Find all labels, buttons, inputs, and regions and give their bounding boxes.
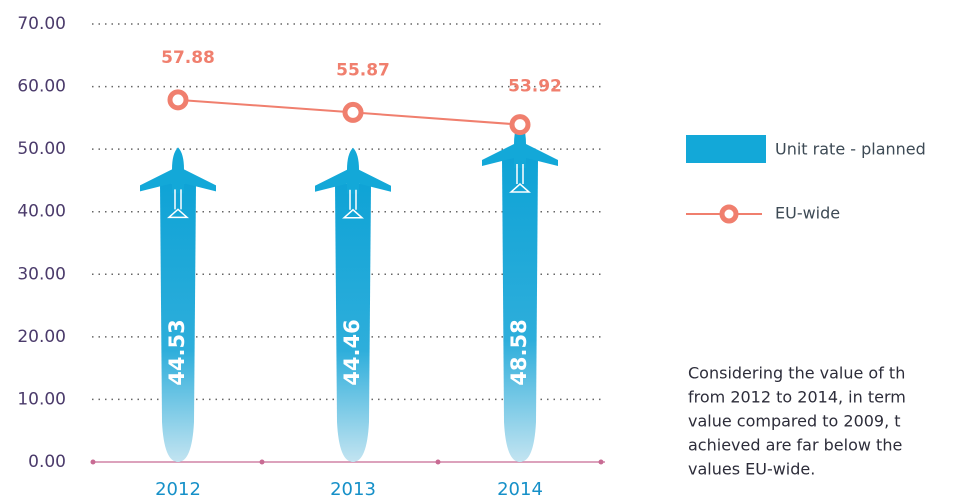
bar: [335, 183, 371, 462]
bar: [502, 158, 538, 462]
data-label: 44.53: [165, 319, 189, 385]
y-tick-label: 20.00: [17, 327, 66, 347]
x-tick-label: 2012: [155, 479, 201, 499]
legend-label: Unit rate - planned: [775, 140, 926, 159]
note-text: from 2012 to 2014, in term: [688, 388, 906, 407]
note-text: value compared to 2009, t: [688, 412, 901, 431]
data-label: 53.92: [508, 77, 562, 97]
data-label: 57.88: [161, 48, 215, 68]
data-label: 55.87: [336, 60, 390, 80]
axis-dot: [90, 459, 96, 465]
plane-icon: [482, 122, 558, 169]
plane-tail: [509, 164, 531, 193]
point: [342, 101, 364, 123]
note-text: values EU-wide.: [688, 460, 815, 479]
axis-dot: [259, 459, 265, 465]
plane-icon: [315, 147, 391, 194]
legend-label: EU-wide: [775, 204, 840, 223]
bar: [160, 183, 196, 462]
y-tick-label: 0.00: [28, 452, 66, 472]
y-tick-label: 40.00: [17, 202, 66, 222]
y-tick-label: 70.00: [17, 14, 66, 34]
legend-swatch: [719, 204, 739, 224]
x-tick-label: 2014: [497, 479, 543, 499]
y-tick-label: 30.00: [17, 264, 66, 284]
legend-swatch: [686, 135, 766, 163]
y-tick-label: 10.00: [17, 389, 66, 409]
y-tick-label: 60.00: [17, 77, 66, 97]
note-text: Considering the value of th: [688, 364, 905, 383]
axis-dot: [598, 459, 604, 465]
plane-tail: [167, 189, 189, 219]
plane-icon: [140, 147, 216, 194]
x-tick-label: 2013: [330, 479, 376, 499]
axis-dot: [435, 459, 441, 465]
data-label: 48.58: [507, 319, 531, 385]
data-label: 44.46: [340, 319, 364, 385]
note-text: achieved are far below the: [688, 436, 902, 455]
point: [167, 89, 189, 111]
y-tick-label: 50.00: [17, 139, 66, 159]
plane-tail: [342, 189, 364, 219]
point: [509, 114, 531, 136]
